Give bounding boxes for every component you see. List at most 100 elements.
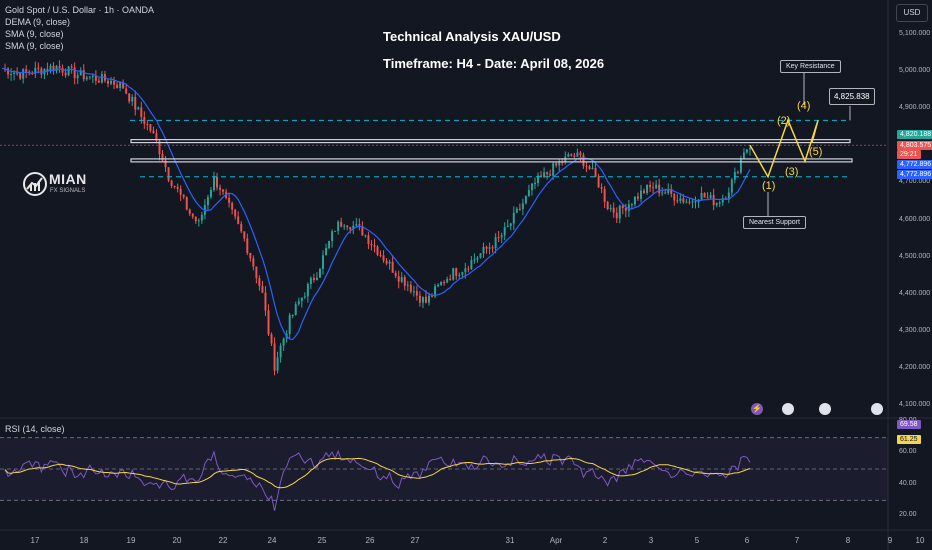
x-tick-label: 19 bbox=[126, 536, 136, 545]
candle-body bbox=[19, 72, 22, 79]
candle-body bbox=[534, 182, 536, 184]
candle-body bbox=[140, 107, 143, 117]
candle-body bbox=[182, 194, 185, 197]
candle-body bbox=[40, 68, 43, 75]
indicator-sma-legend-2[interactable]: SMA (9, close) bbox=[5, 41, 64, 51]
rsi-ma-line bbox=[4, 457, 751, 489]
wave-label-3: (3) bbox=[785, 166, 799, 178]
candle-body bbox=[555, 163, 558, 166]
candle-body bbox=[409, 284, 412, 292]
candle-body bbox=[37, 67, 40, 69]
y-tick-label: 4,300.000 bbox=[899, 326, 931, 334]
x-tick-label: 7 bbox=[794, 536, 800, 545]
candle-body bbox=[279, 345, 282, 358]
candle-body bbox=[424, 296, 427, 303]
candle-body bbox=[131, 97, 134, 102]
candle-body bbox=[264, 292, 267, 311]
candle-body bbox=[325, 247, 328, 256]
candle-body bbox=[116, 84, 119, 89]
candle-body bbox=[609, 207, 612, 209]
candle-body bbox=[164, 160, 167, 168]
us-flag-event-icon-3[interactable] bbox=[871, 403, 883, 415]
candle-body bbox=[222, 189, 225, 192]
candle-body bbox=[742, 152, 745, 159]
y-tick-label: 4,700.000 bbox=[899, 178, 931, 186]
candle-body bbox=[315, 277, 318, 281]
key-resistance-label[interactable]: Key Resistance bbox=[780, 60, 841, 73]
candle-body bbox=[158, 140, 161, 155]
candle-body bbox=[727, 192, 730, 200]
candle-body bbox=[543, 172, 546, 177]
candle-body bbox=[506, 225, 509, 228]
currency-button[interactable]: USD bbox=[896, 4, 928, 22]
candle-body bbox=[134, 97, 137, 110]
candle-body bbox=[155, 133, 158, 141]
candle-body bbox=[370, 244, 373, 246]
wave-label-5: (5) bbox=[809, 146, 823, 158]
candle-body bbox=[733, 172, 736, 180]
candle-body bbox=[570, 154, 573, 156]
us-flag-event-icon-2[interactable] bbox=[819, 403, 831, 415]
candle-body bbox=[167, 167, 170, 181]
candle-body bbox=[255, 266, 258, 279]
candle-body bbox=[582, 154, 585, 167]
candle-body bbox=[194, 216, 197, 222]
indicator-dema-legend[interactable]: DEMA (9, close) bbox=[5, 17, 71, 27]
candle-body bbox=[216, 176, 218, 188]
candle-body bbox=[679, 198, 682, 201]
candle-body bbox=[128, 93, 131, 102]
candle-body bbox=[200, 214, 203, 221]
candle-body bbox=[364, 235, 367, 237]
target-price-label[interactable]: 4,825.838 bbox=[829, 88, 875, 105]
candle-body bbox=[252, 258, 255, 267]
candle-body bbox=[100, 74, 103, 83]
candle-body bbox=[646, 185, 649, 193]
candle-body bbox=[79, 70, 82, 76]
candle-body bbox=[500, 235, 503, 238]
candle-body bbox=[603, 188, 606, 202]
candle-body bbox=[318, 268, 321, 278]
candle-body bbox=[340, 221, 343, 227]
x-tick-label: 3 bbox=[648, 536, 654, 545]
candle-body bbox=[276, 357, 279, 371]
candle-body bbox=[440, 282, 443, 285]
candle-body bbox=[497, 237, 500, 239]
candle-body bbox=[661, 192, 664, 194]
candle-body bbox=[458, 274, 461, 276]
candle-body bbox=[379, 255, 382, 257]
candle-body bbox=[676, 200, 679, 202]
rsi-tag-ma: 61.25 bbox=[897, 435, 921, 444]
moving-average-line bbox=[1, 67, 751, 341]
nearest-support-label[interactable]: Nearest Support bbox=[743, 216, 806, 229]
candle-body bbox=[388, 261, 391, 264]
candle-body bbox=[688, 201, 691, 203]
y-tick-label: 5,100.000 bbox=[899, 30, 931, 37]
x-tick-label: 17 bbox=[30, 536, 40, 545]
candle-body bbox=[594, 168, 597, 177]
candle-body bbox=[464, 268, 467, 273]
candle-body bbox=[288, 315, 291, 334]
rsi-legend[interactable]: RSI (14, close) bbox=[5, 424, 65, 434]
indicator-sma-legend-1[interactable]: SMA (9, close) bbox=[5, 29, 64, 39]
chart-subtitle: Timeframe: H4 - Date: April 08, 2026 bbox=[383, 56, 605, 71]
symbol-legend[interactable]: Gold Spot / U.S. Dollar · 1h · OANDA bbox=[5, 5, 155, 15]
candle-body bbox=[709, 195, 712, 198]
logo-name: MIAN bbox=[49, 171, 87, 187]
candle-body bbox=[461, 272, 464, 275]
candle-body bbox=[385, 260, 388, 264]
candle-body bbox=[479, 253, 482, 258]
candle-body bbox=[209, 190, 212, 198]
x-tick-label: 20 bbox=[172, 536, 182, 545]
candle-body bbox=[309, 277, 312, 285]
candle-body bbox=[546, 172, 549, 175]
candle-body bbox=[721, 198, 724, 203]
candle-body bbox=[470, 260, 473, 270]
us-flag-event-icon[interactable] bbox=[782, 403, 794, 415]
x-tick-label: 25 bbox=[317, 536, 327, 545]
lightning-event-icon[interactable]: ⚡ bbox=[751, 403, 763, 415]
candle-body bbox=[391, 261, 394, 273]
candle-body bbox=[46, 69, 49, 72]
candle-body bbox=[394, 272, 397, 277]
candle-body bbox=[206, 197, 209, 206]
